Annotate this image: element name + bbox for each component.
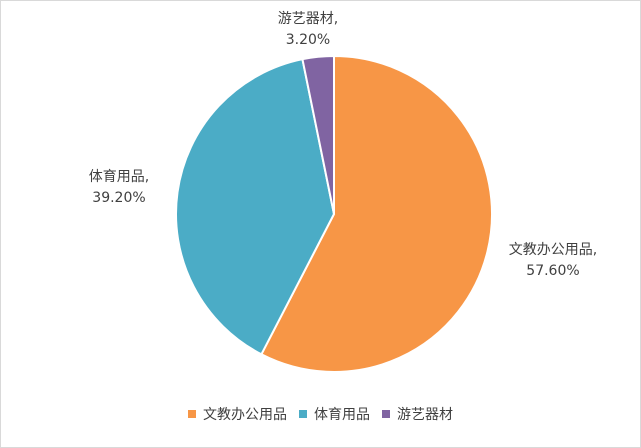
legend-swatch [382, 410, 390, 418]
legend-item-2: 体育用品 [299, 407, 370, 423]
pie-slice-1 [260, 54, 493, 373]
data-labels: 文教办公用品, 57.60% 体育用品, 39.20% 游艺器材, 3.20% [89, 11, 597, 279]
data-label-3: 游艺器材, 3.20% [278, 11, 338, 48]
legend-swatch [188, 410, 196, 418]
data-label-1: 文教办公用品, 57.60% [509, 242, 597, 279]
pie-slice-3 [301, 54, 335, 215]
data-label-category: 游艺器材, [278, 11, 338, 27]
legend-swatch [299, 410, 307, 418]
data-label-percent: 3.20% [286, 32, 330, 48]
legend-label: 体育用品 [314, 407, 370, 423]
legend-label: 游艺器材 [397, 407, 453, 423]
data-label-category: 文教办公用品, [509, 242, 597, 258]
data-label-category: 体育用品, [89, 169, 149, 185]
legend-label: 文教办公用品 [203, 407, 287, 423]
pie-slice-2 [175, 58, 336, 356]
pie-slices [175, 54, 493, 373]
data-label-percent: 57.60% [526, 263, 579, 279]
data-label-percent: 39.20% [92, 190, 145, 206]
legend-item-3: 游艺器材 [382, 407, 453, 423]
data-label-2: 体育用品, 39.20% [89, 169, 149, 206]
legend-item-1: 文教办公用品 [188, 407, 287, 423]
legend: 文教办公用品 体育用品 游艺器材 [188, 407, 453, 423]
